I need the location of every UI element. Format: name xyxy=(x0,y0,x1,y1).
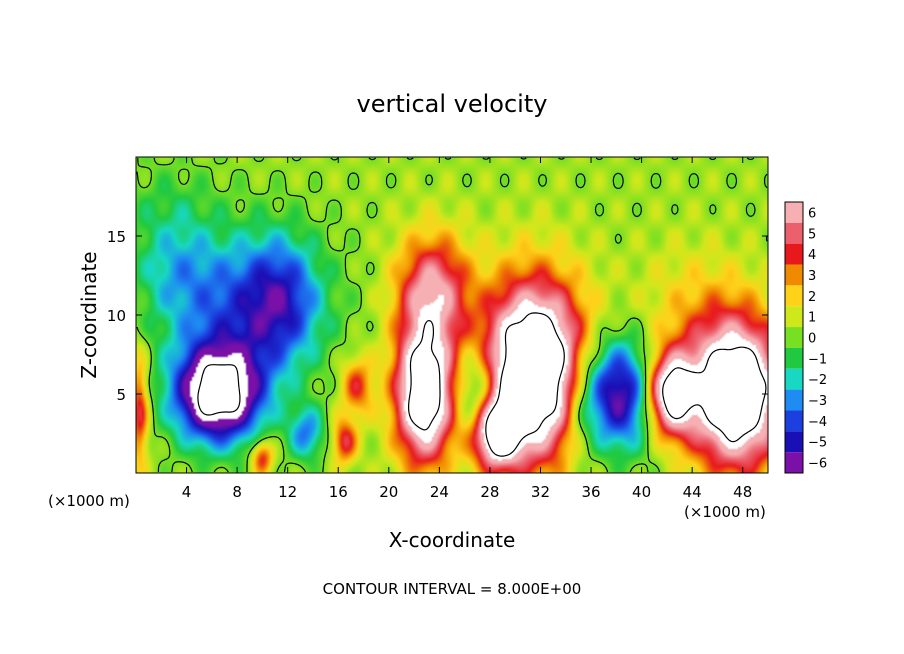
colorbar-label: −6 xyxy=(808,457,827,472)
y-tick-label: 10 xyxy=(107,307,126,325)
colorbar-label: 4 xyxy=(808,248,816,263)
colorbar-label: −5 xyxy=(808,436,827,451)
colorbar-swatch xyxy=(785,202,803,223)
colorbar-label: −2 xyxy=(808,373,827,388)
x-tick-label: 48 xyxy=(733,483,752,501)
x-tick-label: 12 xyxy=(278,483,297,501)
colorbar-frame xyxy=(784,201,804,474)
y-axis-label: Z-coordinate xyxy=(77,251,101,378)
colorbar-swatch xyxy=(785,327,803,348)
x-tick-label: 40 xyxy=(632,483,651,501)
contour-negative xyxy=(197,364,241,416)
contour-zero xyxy=(136,157,768,473)
x-tick-label: 8 xyxy=(232,483,242,501)
plot-area xyxy=(136,157,768,473)
colorbar-label: 0 xyxy=(808,332,816,347)
colorbar-label: 2 xyxy=(808,290,816,305)
x-axis-label: X-coordinate xyxy=(389,528,516,552)
contour-interval-note: CONTOUR INTERVAL = 8.000E+00 xyxy=(323,580,582,598)
colorbar-swatch xyxy=(785,431,803,453)
x-tick-label: 24 xyxy=(430,483,449,501)
colorbar-label: −4 xyxy=(808,415,827,430)
x-tick-label: 20 xyxy=(379,483,398,501)
colorbar-swatch xyxy=(785,243,803,265)
colorbar-swatch xyxy=(785,410,803,432)
x-tick-label: 32 xyxy=(531,483,550,501)
colorbar-swatch xyxy=(785,347,803,369)
heatmap-field xyxy=(136,157,768,473)
colorbar-swatch xyxy=(785,306,803,328)
y-axis-ticks: 5 10 15 xyxy=(107,228,768,404)
y-tick-label: 15 xyxy=(107,228,126,246)
colorbar-label: −1 xyxy=(808,352,827,367)
x-tick-label: 16 xyxy=(329,483,348,501)
x-tick-label: 44 xyxy=(683,483,702,501)
colorbar-swatch xyxy=(785,389,803,411)
colorbar-label: 5 xyxy=(808,227,816,242)
colorbar-label: 3 xyxy=(808,269,816,284)
colorbar-label: 6 xyxy=(808,206,816,221)
x-tick-label: 28 xyxy=(480,483,499,501)
colorbar-swatch xyxy=(785,368,803,390)
y-tick-label: 5 xyxy=(116,386,126,404)
colorbar: 6 5 4 3 2 1 0 −1 −2 −3 −4 −5 −6 xyxy=(784,201,827,474)
x-axis-ticks: 4 8 12 16 20 24 28 32 36 40 44 48 xyxy=(182,157,752,501)
colorbar-label: 1 xyxy=(808,311,816,326)
x-tick-label: 36 xyxy=(581,483,600,501)
colorbar-swatch xyxy=(785,264,803,286)
colorbar-label: −3 xyxy=(808,394,827,409)
x-unit-left: (×1000 m) xyxy=(48,492,130,510)
x-unit-right: (×1000 m) xyxy=(684,503,766,521)
chart-title: vertical velocity xyxy=(357,90,548,118)
x-tick-label: 4 xyxy=(182,483,192,501)
colorbar-swatch xyxy=(785,222,803,244)
colorbar-swatch xyxy=(785,452,803,473)
colorbar-swatch xyxy=(785,285,803,307)
contour-positive xyxy=(408,312,767,457)
contour-lines xyxy=(136,157,768,473)
